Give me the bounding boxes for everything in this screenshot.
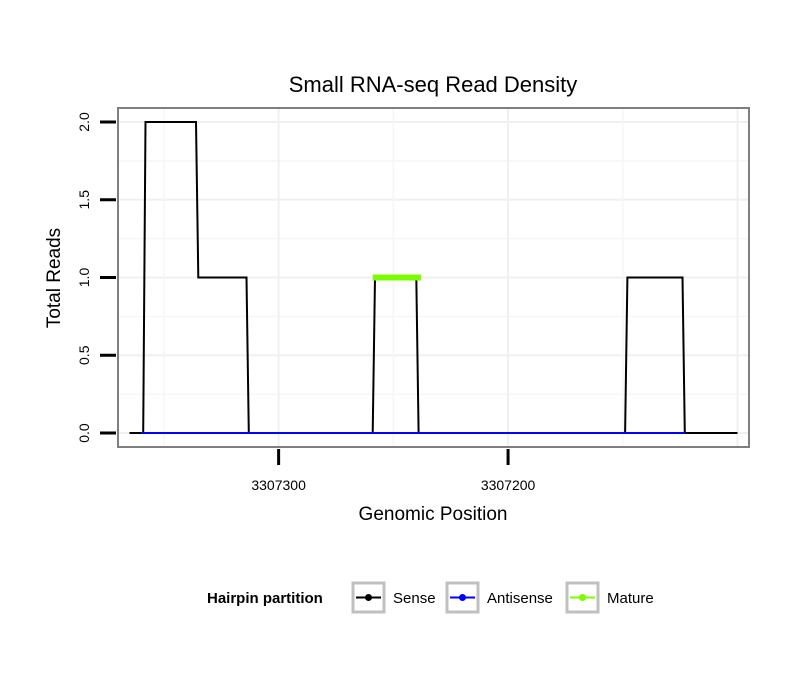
legend-key-point-antisense: [459, 594, 466, 601]
y-axis-title: Total Reads: [44, 228, 65, 328]
legend-key-point-mature: [579, 594, 586, 601]
legend-label-sense: Sense: [393, 590, 436, 607]
x-axis-title: Genomic Position: [359, 504, 508, 525]
plot-border: [117, 107, 750, 448]
y-tick-label: 0.0: [76, 423, 92, 443]
legend: Hairpin partition Sense Antisense Mature: [207, 581, 654, 614]
chart-title: Small RNA-seq Read Density: [289, 72, 578, 97]
y-tick-label: 2.0: [76, 112, 92, 132]
y-tick-label: 1.5: [76, 190, 92, 210]
grid: [118, 108, 749, 447]
y-tick-label: 0.5: [76, 345, 92, 365]
y-axis: 0.0 0.5 1.0 1.5 2.0: [76, 112, 116, 443]
series-lines: [129, 121, 738, 434]
y-tick-label: 1.0: [76, 268, 92, 288]
legend-label-antisense: Antisense: [487, 590, 553, 607]
legend-title: Hairpin partition: [207, 590, 323, 607]
legend-key-point-sense: [365, 594, 372, 601]
x-axis: 3307300 3307200: [251, 449, 536, 493]
x-tick-label: 3307300: [251, 477, 306, 493]
x-tick-label: 3307200: [481, 477, 536, 493]
series-line-sense: [129, 121, 738, 434]
legend-label-mature: Mature: [607, 590, 654, 607]
